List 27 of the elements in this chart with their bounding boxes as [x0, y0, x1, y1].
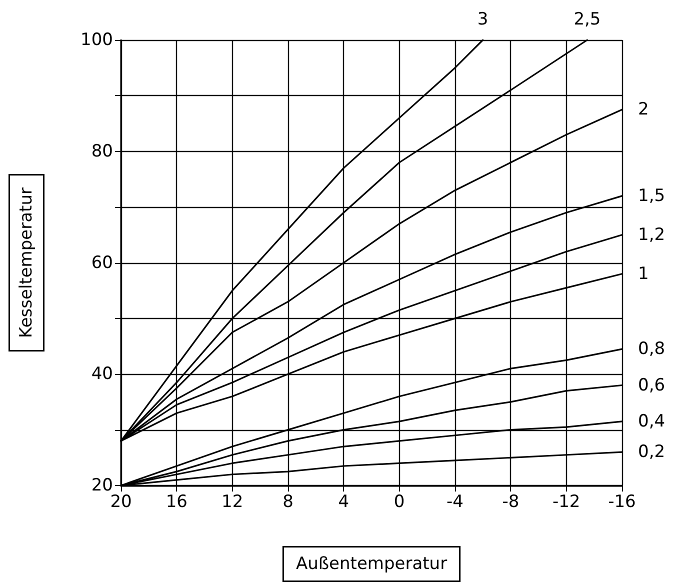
x-axis-title: Außentemperatur	[296, 554, 448, 574]
series-label: 3	[477, 10, 488, 30]
series-label: 1,2	[638, 224, 666, 245]
y-axis-title: Kesseltemperatur	[16, 188, 36, 338]
series-label: 0,8	[638, 339, 666, 360]
x-tick-label: 20	[110, 492, 132, 512]
series-label: 0,6	[638, 375, 666, 396]
series-label: 1	[638, 264, 649, 284]
x-tick-label: 0	[394, 492, 405, 512]
y-tick-label: 60	[91, 252, 113, 273]
y-tick-label: 40	[91, 364, 113, 384]
series-label: 2	[638, 100, 649, 120]
series-label: 1,5	[638, 186, 666, 206]
x-tick-label: -4	[446, 492, 464, 512]
x-tick-label: 16	[166, 492, 188, 512]
x-tick-label: -16	[608, 492, 636, 512]
y-tick-label: 80	[91, 141, 113, 162]
series-label: 2,5	[574, 10, 601, 30]
x-tick-label: 12	[222, 492, 244, 512]
y-tick-label: 100	[80, 30, 113, 50]
x-tick-label: 4	[338, 492, 350, 512]
series-label: 0,2	[638, 442, 666, 462]
x-tick-label: -12	[552, 492, 580, 512]
series-label: 0,4	[638, 411, 666, 432]
x-tick-label: 8	[282, 492, 294, 512]
x-tick-label: -8	[502, 492, 520, 512]
y-tick-label: 20	[91, 476, 113, 496]
